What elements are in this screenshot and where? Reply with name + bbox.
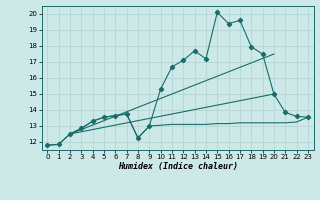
X-axis label: Humidex (Indice chaleur): Humidex (Indice chaleur): [118, 162, 237, 171]
